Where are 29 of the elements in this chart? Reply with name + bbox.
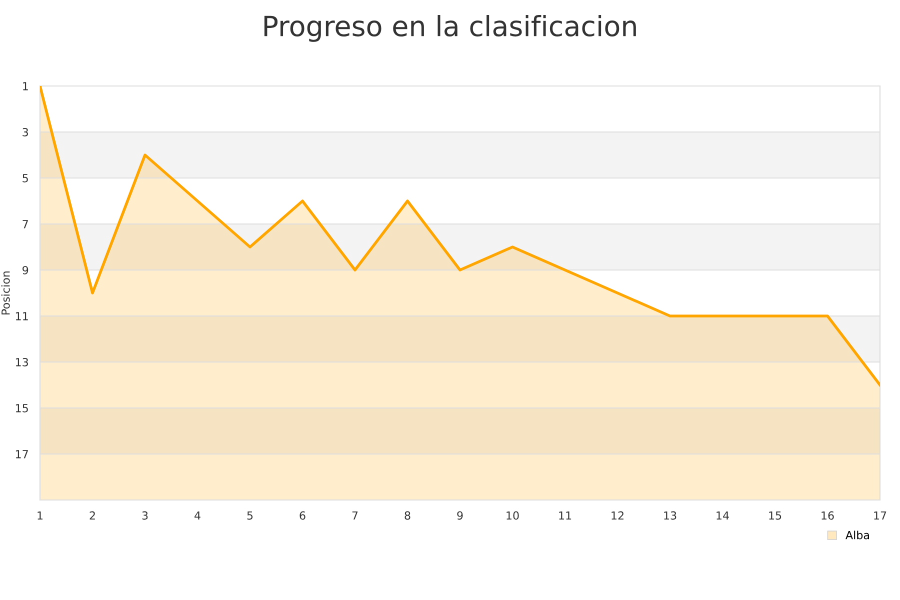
x-tick-label: 17 <box>874 511 886 520</box>
x-tick-label: 2 <box>90 511 95 520</box>
x-tick-label: 6 <box>300 511 306 520</box>
x-tick-label: 12 <box>612 511 624 520</box>
y-tick-label: 5 <box>22 174 28 182</box>
legend-label: Alba <box>846 530 869 540</box>
x-tick-label: 9 <box>457 511 463 520</box>
x-tick-label: 13 <box>664 511 676 520</box>
y-tick-label: 1 <box>23 82 28 90</box>
x-tick-label: 14 <box>716 511 729 520</box>
x-tick-label: 16 <box>822 511 834 520</box>
chart-title: Progreso en la clasificacion <box>264 15 636 42</box>
y-tick-label: 13 <box>16 358 28 366</box>
y-tick-label: 9 <box>22 266 28 274</box>
x-tick-label: 8 <box>404 511 410 520</box>
x-tick-label: 10 <box>506 511 519 520</box>
x-tick-label: 15 <box>769 511 782 520</box>
x-tick-label: 4 <box>194 511 200 520</box>
y-axis-title: Posicion <box>1 271 10 314</box>
y-tick-label: 7 <box>22 220 28 228</box>
x-tick-label: 7 <box>352 511 358 520</box>
x-tick-label: 11 <box>559 511 572 520</box>
y-tick-label: 11 <box>16 312 28 320</box>
x-tick-label: 1 <box>38 511 43 520</box>
y-tick-label: 17 <box>16 450 28 458</box>
y-tick-label: 15 <box>16 404 28 412</box>
x-tick-label: 5 <box>247 511 253 520</box>
x-tick-label: 3 <box>142 511 148 520</box>
y-tick-label: 3 <box>22 128 28 136</box>
